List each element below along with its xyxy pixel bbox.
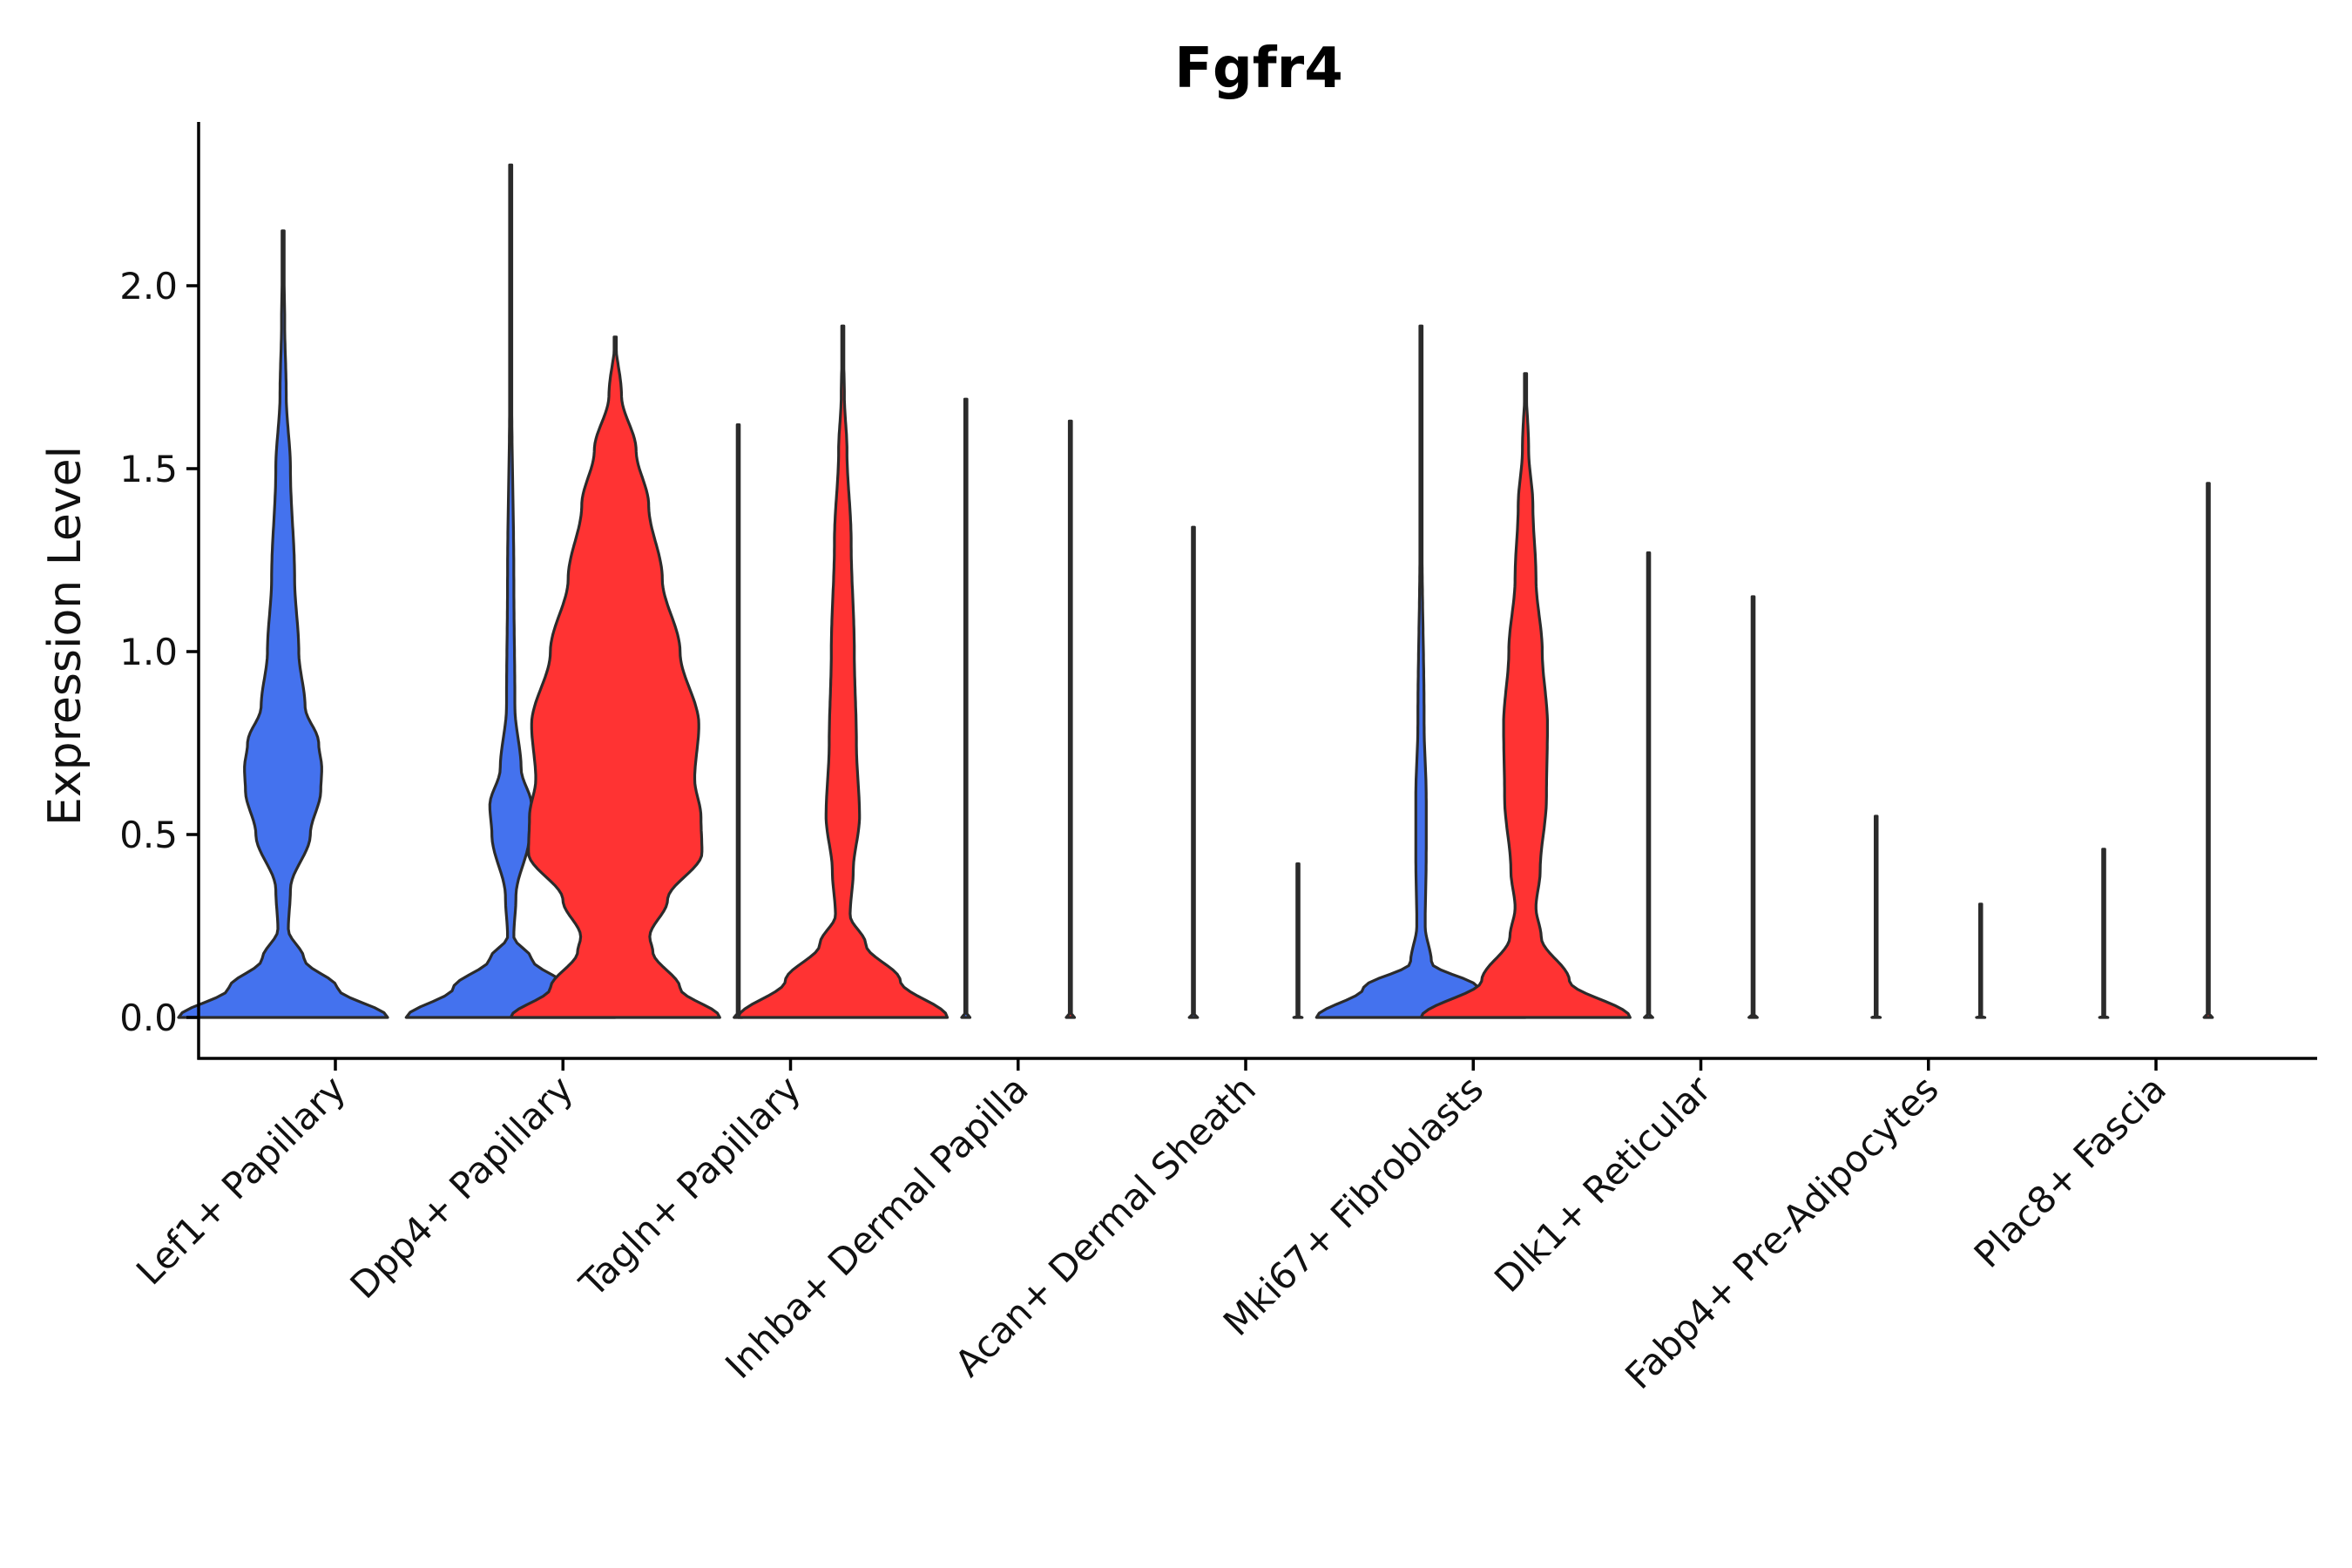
violin-group-1-0 [177, 229, 389, 1019]
violin-group-2-6 [1747, 595, 1759, 1019]
x-tick-label: Plac8+ Fascia [1966, 1067, 2174, 1275]
violin-group-1-3 [960, 397, 972, 1019]
x-tick-label: Lef1+ Papillary [128, 1067, 354, 1293]
violin-group-2-4 [1292, 862, 1304, 1019]
violin-group-2-5 [1419, 372, 1632, 1019]
x-tick-label: Mki67+ Fibroblasts [1215, 1067, 1491, 1343]
violin-group-2-7 [1975, 902, 1987, 1019]
violin-group-2-1 [509, 335, 721, 1019]
violin-group-2-2 [736, 324, 950, 1019]
violin-group-1-6 [1643, 551, 1654, 1019]
chart-title: Fgfr4 [1174, 37, 1342, 101]
violin-group-1-4 [1187, 525, 1200, 1019]
violin-group-1-1 [404, 163, 617, 1019]
violin-group-1-8 [2098, 848, 2110, 1019]
y-tick-label: 0.5 [119, 814, 178, 856]
violin-group-1-2 [733, 423, 744, 1019]
x-tick-label: Dpp4+ Papillary [342, 1067, 582, 1307]
y-tick-label: 2.0 [119, 265, 178, 308]
y-axis-label: Expression Level [39, 446, 91, 826]
x-tick-label: Tagln+ Papillary [571, 1067, 808, 1305]
violin-group-1-7 [1870, 814, 1882, 1019]
violin-layer [177, 163, 2214, 1019]
violin-group-1-5 [1315, 324, 1527, 1019]
y-tick-label: 0.0 [119, 997, 178, 1039]
y-tick-label: 1.0 [119, 631, 178, 673]
violin-group-2-8 [2202, 482, 2214, 1019]
violin-group-2-3 [1064, 419, 1077, 1019]
y-tick-label: 1.5 [119, 448, 178, 490]
x-tick-label: Dlk1+ Reticular [1486, 1067, 1720, 1301]
